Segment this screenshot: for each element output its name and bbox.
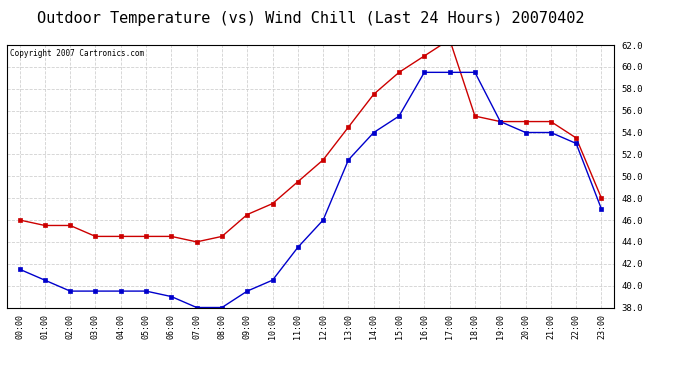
Text: Copyright 2007 Cartronics.com: Copyright 2007 Cartronics.com bbox=[10, 49, 144, 58]
Text: Outdoor Temperature (vs) Wind Chill (Last 24 Hours) 20070402: Outdoor Temperature (vs) Wind Chill (Las… bbox=[37, 11, 584, 26]
